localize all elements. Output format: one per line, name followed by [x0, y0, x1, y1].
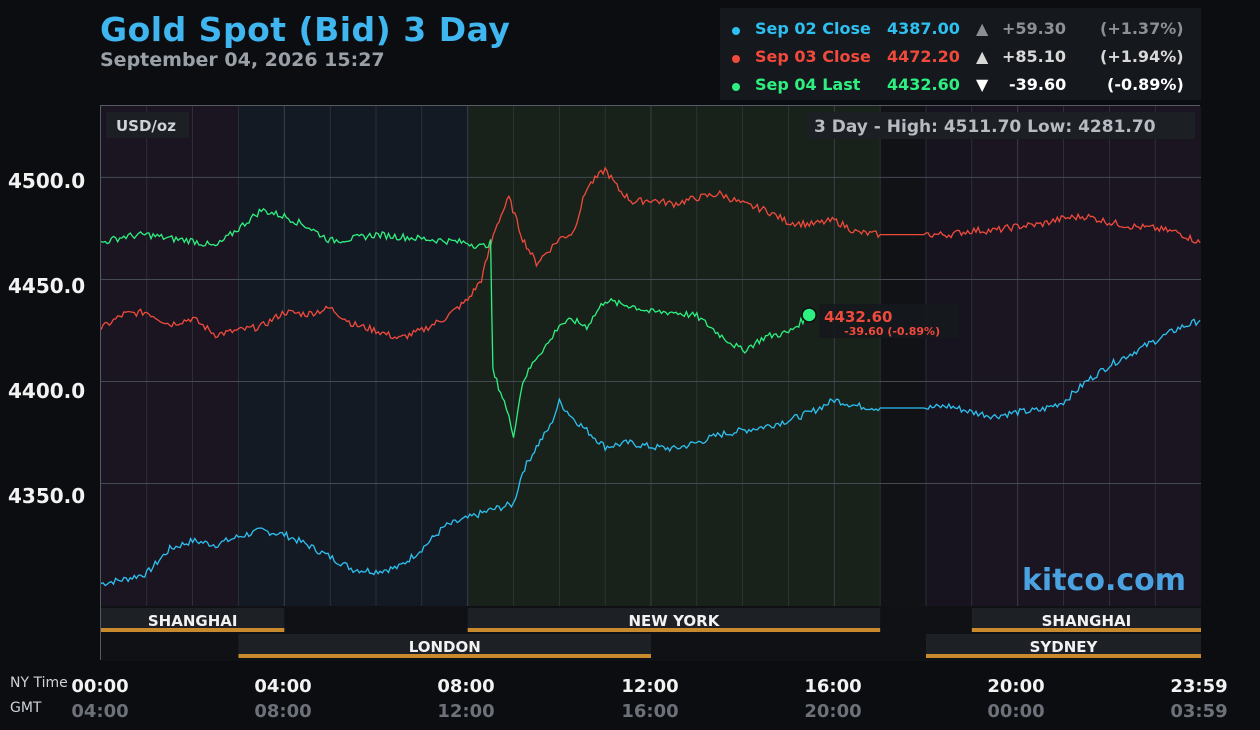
last-price-box: [819, 303, 960, 338]
last-price-change: -39.60 (-0.89%): [844, 325, 940, 338]
bg-newyork-session: [467, 106, 881, 606]
x-tick-ny: 08:00: [437, 676, 495, 697]
series-line-sep-03-close: [101, 166, 1201, 340]
kitco-watermark: kitco.com: [1022, 563, 1186, 598]
chart-timestamp: September 04, 2026 15:27: [100, 49, 385, 71]
legend-arrow: ▲: [976, 19, 989, 38]
legend-dot: [732, 27, 740, 35]
legend-label: Sep 03 Close: [755, 47, 871, 66]
y-tick-label: 4400.0: [8, 379, 86, 403]
session-label-new-york: NEW YORK: [629, 612, 721, 630]
legend-change: +85.10: [1002, 47, 1067, 66]
last-price-value: 4432.60: [824, 308, 892, 326]
bg-shanghai-session: [101, 106, 239, 606]
legend-value: 4472.20: [887, 47, 960, 66]
legend-label: Sep 02 Close: [755, 19, 871, 38]
bg-london-session: [238, 106, 468, 606]
range-label: 3 Day - High: 4511.70 Low: 4281.70: [814, 117, 1156, 137]
legend-dot: [732, 83, 740, 91]
legend-row-sep04: Sep 04 Last 4432.60 ▼ -39.60 (-0.89%): [720, 75, 1201, 101]
session-bar-line: [101, 628, 285, 632]
legend-arrow: ▼: [976, 75, 989, 94]
x-tick-gmt: 16:00: [621, 701, 679, 722]
x-tick-gmt: 08:00: [254, 701, 312, 722]
session-bar-line: [926, 654, 1201, 658]
series-line-sep-04-last: [101, 207, 810, 438]
y-tick-label: 4350.0: [8, 484, 86, 508]
legend-pct: (-0.89%): [1107, 75, 1184, 94]
last-price-marker: [801, 307, 817, 323]
session-label-london: LONDON: [409, 638, 481, 656]
price-chart: 4432.60-39.60 (-0.89%) USD/oz 3 Day - High…: [101, 106, 1201, 661]
x-tick-ny: 04:00: [254, 676, 312, 697]
legend-row-sep03: Sep 03 Close 4472.20 ▲ +85.10 (+1.94%): [720, 47, 1201, 73]
session-label-sydney: SYDNEY: [1030, 638, 1099, 656]
gmt-label: GMT: [10, 700, 42, 716]
legend-value: 4387.00: [887, 19, 960, 38]
x-tick-ny: 20:00: [987, 676, 1045, 697]
legend-box: Sep 02 Close 4387.00 ▲ +59.30 (+1.37%) S…: [720, 8, 1201, 100]
session-label-shanghai: SHANGHAI: [1042, 612, 1132, 630]
session-bar-line: [971, 628, 1201, 632]
session-bar-line: [238, 654, 651, 658]
bg-shanghai-session: [971, 106, 1201, 606]
x-tick-ny: 12:00: [621, 676, 679, 697]
bg-sydney-session: [926, 106, 972, 606]
x-tick-ny: 16:00: [804, 676, 862, 697]
x-tick-gmt: 00:00: [987, 701, 1045, 722]
bg-closed-session: [880, 106, 926, 606]
y-tick-label: 4450.0: [8, 274, 86, 298]
legend-pct: (+1.37%): [1100, 19, 1184, 38]
x-tick-gmt: 20:00: [804, 701, 862, 722]
session-label-shanghai: SHANGHAI: [148, 612, 238, 630]
legend-pct: (+1.94%): [1100, 47, 1184, 66]
unit-label-box: [106, 112, 189, 138]
plot-area: 4432.60 -39.60 (-0.89%) USD/oz 3 Day - High…: [100, 105, 1201, 661]
x-tick-gmt: 04:00: [71, 701, 129, 722]
x-tick-ny: 23:59: [1170, 676, 1228, 697]
legend-label: Sep 04 Last: [755, 75, 861, 94]
legend-arrow: ▲: [976, 47, 989, 66]
ny-time-label: NY Time: [10, 675, 68, 691]
unit-label: USD/oz: [116, 117, 176, 135]
legend-value: 4432.60: [887, 75, 960, 94]
chart-title: Gold Spot (Bid) 3 Day: [100, 10, 511, 49]
x-tick-ny: 00:00: [71, 676, 129, 697]
legend-row-sep02: Sep 02 Close 4387.00 ▲ +59.30 (+1.37%): [720, 19, 1201, 45]
legend-change: +59.30: [1002, 19, 1067, 38]
x-tick-gmt: 03:59: [1170, 701, 1228, 722]
legend-dot: [732, 55, 740, 63]
x-tick-gmt: 12:00: [437, 701, 495, 722]
legend-change: -39.60: [1009, 75, 1067, 94]
range-box: [807, 112, 1195, 139]
y-tick-label: 4500.0: [8, 169, 86, 193]
session-bar-line: [467, 628, 881, 632]
series-line-sep-02-close: [101, 318, 1201, 587]
